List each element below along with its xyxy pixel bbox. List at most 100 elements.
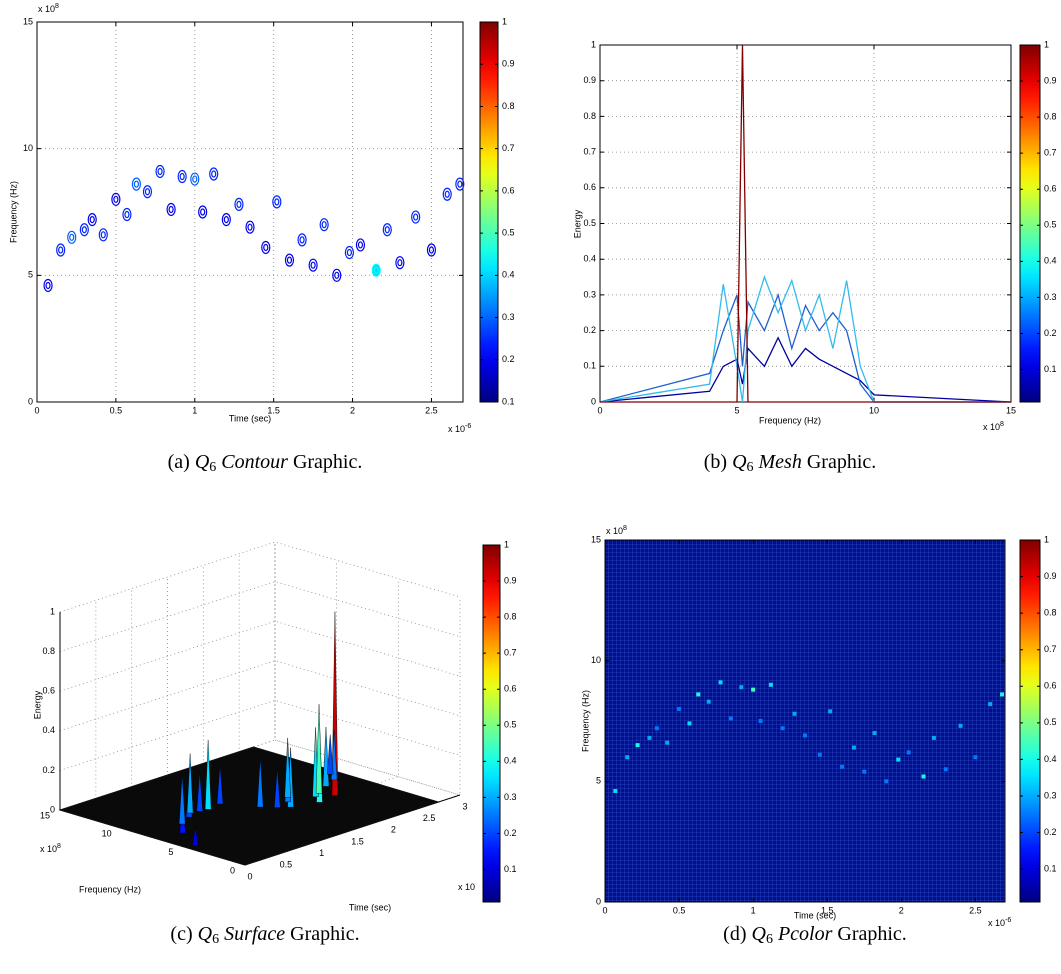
y-axis-label: Frequency (Hz) [580, 690, 590, 752]
caption-symbol: Q [732, 451, 747, 473]
colorbar-tick-label: 0.2 [1044, 328, 1057, 338]
colorbar-tick-label: 0.5 [502, 227, 515, 237]
mesh-line [599, 336, 1012, 403]
y-tick-label: 10 [591, 655, 601, 665]
surface-peak [178, 774, 186, 825]
z-tick-label: 0.6 [42, 686, 55, 696]
contour [166, 202, 176, 217]
y-exponent: x 108 [38, 3, 59, 15]
surface-peak [192, 825, 199, 846]
colorbar-tick-label: 0.6 [502, 185, 515, 195]
mesh-line [599, 292, 1011, 403]
colorbar-tick-label: 0.9 [504, 575, 517, 585]
contour [155, 164, 165, 179]
pcolor-cell [739, 685, 744, 690]
x-exponent-base: x 10 [458, 882, 475, 892]
colorbar [482, 544, 501, 903]
caption: (d) Q6 Pcolor Graphic. [723, 923, 907, 948]
colorbar-tick-label: 0.4 [504, 756, 517, 766]
x-tick-label: 0 [597, 405, 602, 415]
colorbar-tick-label: 0.6 [504, 684, 517, 694]
pcolor-cell [768, 682, 773, 687]
x-exponent-base: x 10 [988, 918, 1005, 928]
caption: (c) Q6 Surface Graphic. [170, 923, 359, 948]
caption-label: (b) [704, 451, 727, 473]
pcolor-cell [613, 788, 618, 793]
surface-peak [204, 740, 212, 810]
x-tick-label: 0 [602, 905, 607, 915]
colorbar-tick-label: 0.1 [504, 864, 517, 874]
contour [442, 187, 452, 201]
y-exponent-power: 8 [623, 525, 627, 532]
contour [131, 177, 142, 191]
caption-label: (a) [168, 451, 190, 473]
y-tick-label: 0 [28, 396, 33, 406]
axes-frame [36, 21, 464, 403]
contour [111, 192, 121, 206]
colorbar-tick-label: 0.5 [504, 720, 517, 730]
pcolor-cell [828, 709, 833, 714]
y-exponent-base: x 10 [40, 844, 57, 854]
y-tick-label: 0.4 [583, 254, 596, 264]
pcolor-cell [906, 750, 911, 755]
colorbar-tick-label: 1 [1044, 534, 1049, 544]
y-tick-label: 0.8 [583, 111, 596, 121]
colorbar-tick-label: 0.3 [1044, 790, 1057, 800]
y-tick-label: 0.9 [583, 75, 596, 85]
x-tick-label: 1.5 [351, 836, 364, 846]
colorbar-tick-label: 0.2 [504, 828, 517, 838]
colorbar-tick-label: 0.5 [1044, 220, 1057, 230]
contour [234, 197, 244, 211]
contour [142, 185, 153, 199]
contour [272, 195, 282, 209]
contour [319, 218, 329, 232]
surface-peak [274, 768, 281, 808]
mesh-line [600, 44, 1011, 403]
pcolor-cells [605, 540, 1005, 902]
y-tick-label: 10 [23, 143, 33, 153]
pcolor-cell [872, 731, 877, 736]
colorbar-tick-label: 0.7 [1044, 148, 1057, 158]
colorbar-tick-label: 0.3 [502, 312, 515, 322]
x-tick-label: 0 [247, 871, 252, 881]
x-tick-label: 5 [734, 405, 739, 415]
pcolor-cell [1000, 692, 1005, 697]
contour [455, 177, 465, 191]
y-tick-label: 1 [591, 39, 596, 49]
colorbar-tick-label: 0.4 [1044, 754, 1057, 764]
x-tick-label: 1 [192, 405, 197, 415]
y-tick-label: 15 [23, 16, 33, 26]
caption-suffix: Graphic. [293, 451, 362, 473]
y-tick-label: 15 [40, 810, 50, 820]
mesh-line [599, 275, 1011, 403]
caption-suffix: Graphic. [837, 923, 906, 945]
surface-peak [216, 764, 224, 805]
x-axis-label: Time (sec) [229, 413, 271, 423]
surface-peak [257, 757, 264, 808]
contour [190, 172, 200, 186]
y-exponent-base: x 10 [38, 4, 55, 14]
colorbar-tick-label: 1 [504, 539, 509, 549]
contour [177, 169, 187, 184]
contour [382, 223, 392, 237]
colorbar-tick-label: 0.6 [1044, 681, 1057, 691]
surface-peak [322, 726, 330, 787]
contour [198, 205, 208, 219]
pcolor-cell [751, 687, 756, 692]
x-exponent: x 108 [983, 421, 1004, 433]
colorbar-tick-label: 0.3 [1044, 292, 1057, 302]
caption-name: Contour [221, 451, 288, 473]
caption-symbol: Q [198, 923, 213, 945]
x-tick-label: 2.5 [969, 905, 982, 915]
contour [79, 223, 89, 237]
pcolor-cell [896, 757, 901, 762]
colorbar [479, 21, 499, 403]
pcolor-cell [840, 764, 845, 769]
contour [98, 228, 108, 242]
x-tick-label: 0.5 [673, 905, 686, 915]
x-exponent-power: -6 [465, 423, 471, 430]
z-axis-label: Energy [32, 690, 42, 719]
colorbar-tick-label: 1 [502, 16, 507, 26]
x-tick-label: 2 [391, 825, 396, 835]
caption-symbol: Q [752, 923, 767, 945]
